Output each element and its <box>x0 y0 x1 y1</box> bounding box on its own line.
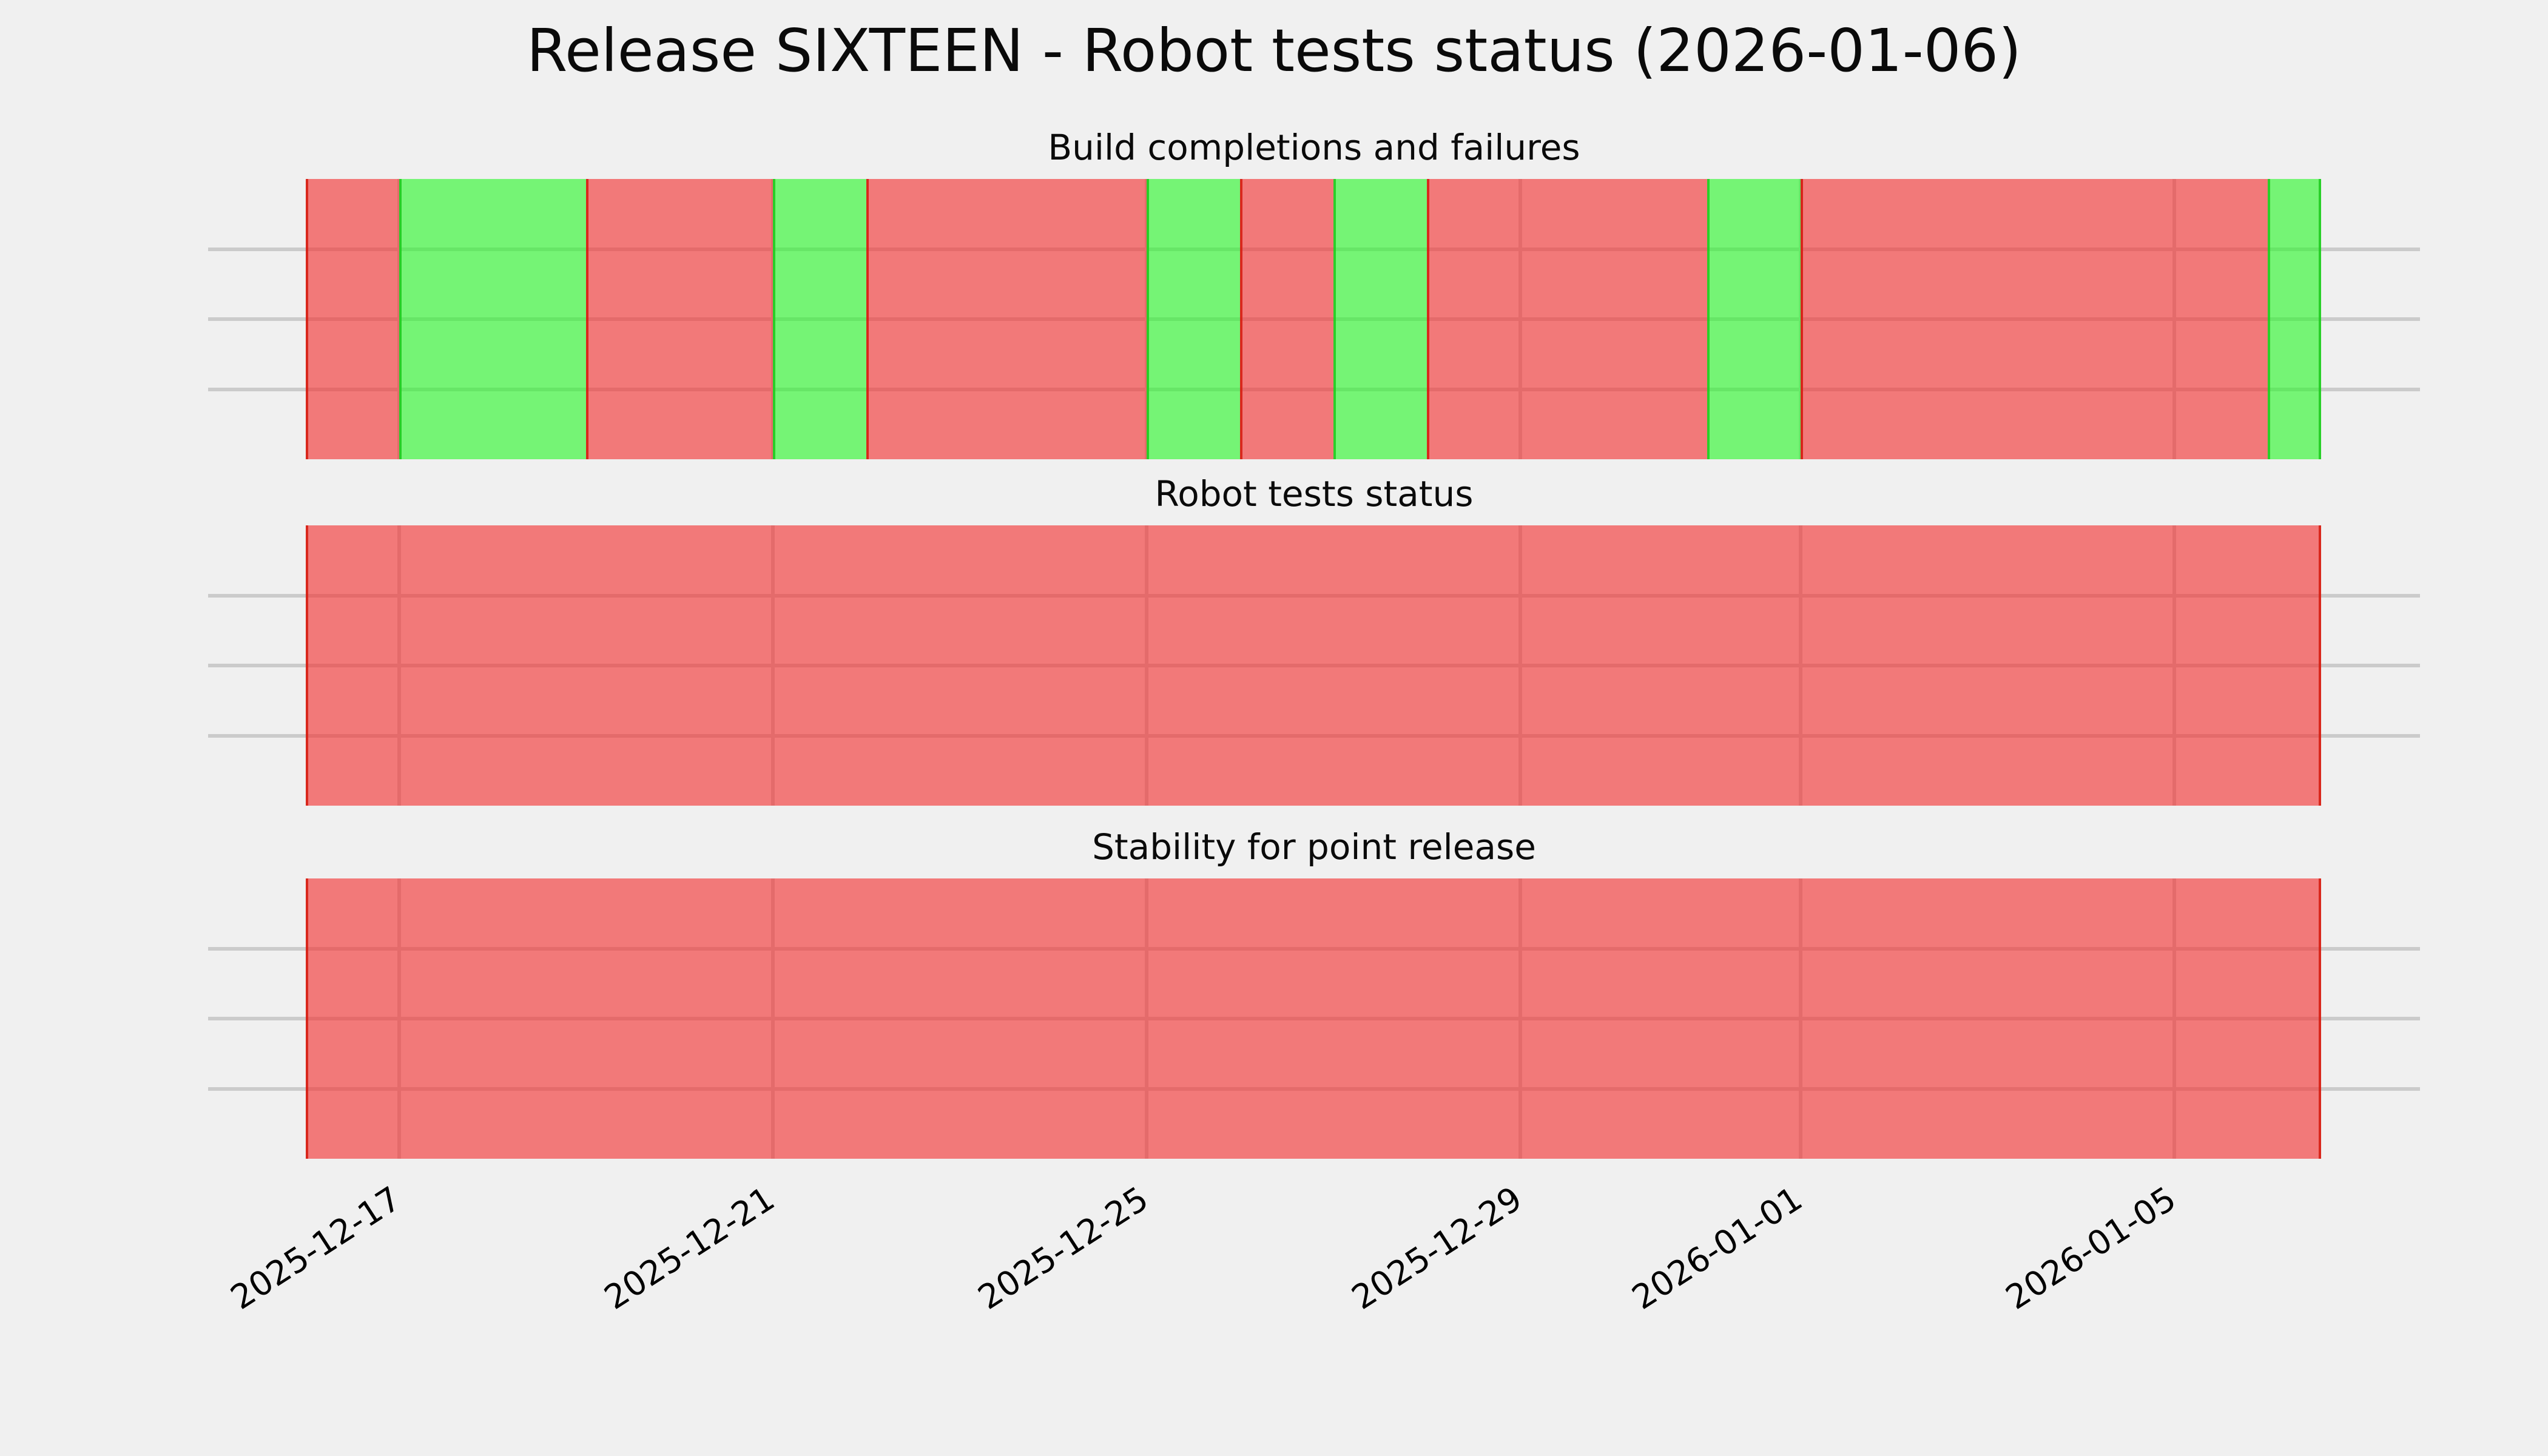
status-band-fail <box>866 179 1147 459</box>
x-tick-label: 2025-12-21 <box>597 1179 781 1318</box>
status-band-edge <box>1240 179 1242 459</box>
x-tick-label: 2026-01-05 <box>1998 1179 2183 1318</box>
x-tick-label: 2025-12-17 <box>223 1179 408 1318</box>
status-band-pass <box>1147 179 1240 459</box>
status-band-edge <box>2318 179 2321 459</box>
status-band-edge <box>1333 179 1336 459</box>
status-band-pass <box>773 179 866 459</box>
status-band-edge <box>773 179 775 459</box>
status-band-edge <box>2268 179 2270 459</box>
status-band-edge <box>1427 179 1429 459</box>
status-band-edge <box>1147 179 1149 459</box>
subplot-title-stability: Stability for point release <box>1092 826 1536 868</box>
status-band-edge <box>586 179 588 459</box>
status-band-edge <box>306 525 308 806</box>
status-band-pass <box>1333 179 1427 459</box>
status-band-fail <box>1240 179 1333 459</box>
status-band-edge <box>2318 525 2321 806</box>
status-band-fail <box>306 525 2321 806</box>
status-band-edge <box>2318 878 2321 1159</box>
axes-build-completions <box>208 179 2420 459</box>
status-band-edge <box>306 878 308 1159</box>
status-band-edge <box>1707 179 1710 459</box>
status-band-pass <box>1707 179 1801 459</box>
status-band-pass <box>399 179 586 459</box>
status-band-fail <box>306 179 399 459</box>
status-band-fail <box>1427 179 1707 459</box>
axes-stability <box>208 878 2420 1159</box>
x-tick-label: 2026-01-01 <box>1625 1179 1809 1318</box>
status-band-fail <box>586 179 773 459</box>
status-band-edge <box>866 179 869 459</box>
x-tick-label: 2025-12-25 <box>971 1179 1155 1318</box>
status-band-edge <box>306 179 308 459</box>
status-band-fail <box>306 878 2321 1159</box>
figure-title: Release SIXTEEN - Robot tests status (20… <box>527 16 2021 85</box>
subplot-title-robot: Robot tests status <box>1154 473 1474 514</box>
subplot-title-build: Build completions and failures <box>1048 127 1580 168</box>
status-band-edge <box>399 179 402 459</box>
status-band-fail <box>1801 179 2268 459</box>
status-band-pass <box>2268 179 2321 459</box>
x-tick-label: 2025-12-29 <box>1344 1179 1529 1318</box>
axes-robot-tests <box>208 525 2420 806</box>
status-band-edge <box>1801 179 1803 459</box>
